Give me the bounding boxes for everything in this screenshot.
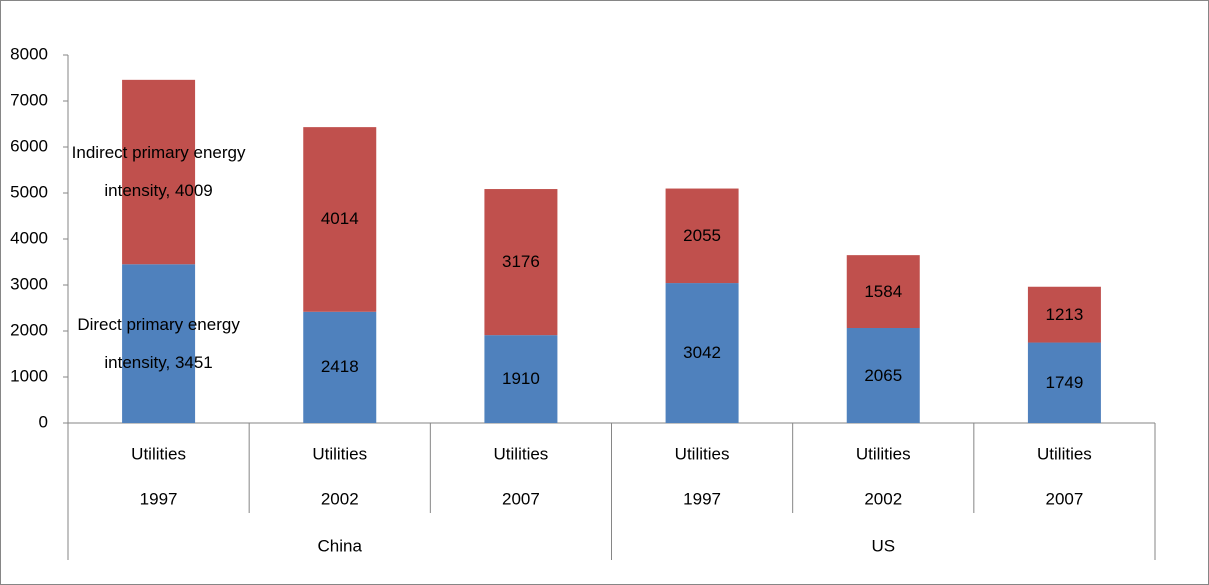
y-tick-label: 0 xyxy=(39,412,48,431)
y-tick-label: 8000 xyxy=(10,44,48,63)
bar-segment xyxy=(122,79,196,265)
y-tick-label: 5000 xyxy=(10,182,48,201)
data-label: 1910 xyxy=(501,369,540,389)
group-label: US xyxy=(871,536,895,555)
x-tick-label: Utilities xyxy=(131,444,186,463)
bar-segment xyxy=(484,335,558,423)
bar-segment xyxy=(665,188,739,284)
bar-segment xyxy=(1027,286,1101,343)
group-label: China xyxy=(318,536,363,555)
data-label: Indirect primary energy intensity, 4009 xyxy=(71,143,246,201)
x-subtick-label: 2002 xyxy=(321,489,359,508)
data-label: Direct primary energy intensity, 3451 xyxy=(77,314,240,372)
bar-segment xyxy=(1027,342,1101,423)
y-tick-label: 1000 xyxy=(10,366,48,385)
x-subtick-label: 1997 xyxy=(683,489,721,508)
x-tick-label: Utilities xyxy=(856,444,911,463)
y-tick-label: 7000 xyxy=(10,90,48,109)
y-tick-label: 6000 xyxy=(10,136,48,155)
bar-segment xyxy=(484,189,558,336)
x-subtick-label: 2002 xyxy=(864,489,902,508)
bar-segment xyxy=(122,264,196,423)
bar-segment xyxy=(846,328,920,423)
data-label: 2055 xyxy=(683,225,721,245)
bar-segment xyxy=(846,255,920,329)
y-tick-label: 2000 xyxy=(10,320,48,339)
data-label: 1584 xyxy=(864,281,903,301)
bar-segment xyxy=(303,127,377,312)
data-label: 3176 xyxy=(501,252,540,272)
x-tick-label: Utilities xyxy=(675,444,730,463)
data-label: 2418 xyxy=(320,357,359,377)
bar-segment xyxy=(665,283,739,423)
data-label: 1749 xyxy=(1045,372,1084,392)
x-tick-label: Utilities xyxy=(1037,444,1092,463)
x-tick-label: Utilities xyxy=(312,444,367,463)
x-tick-label: Utilities xyxy=(494,444,549,463)
y-tick-label: 4000 xyxy=(10,228,48,247)
x-subtick-label: 2007 xyxy=(1046,489,1084,508)
x-subtick-label: 1997 xyxy=(140,489,178,508)
x-subtick-label: 2007 xyxy=(502,489,540,508)
y-tick-label: 3000 xyxy=(10,274,48,293)
bar-segment xyxy=(303,311,377,423)
data-label: 4014 xyxy=(320,209,359,229)
data-label: 1213 xyxy=(1045,304,1084,324)
data-label: 3042 xyxy=(683,343,721,363)
data-label: 2065 xyxy=(864,365,903,385)
